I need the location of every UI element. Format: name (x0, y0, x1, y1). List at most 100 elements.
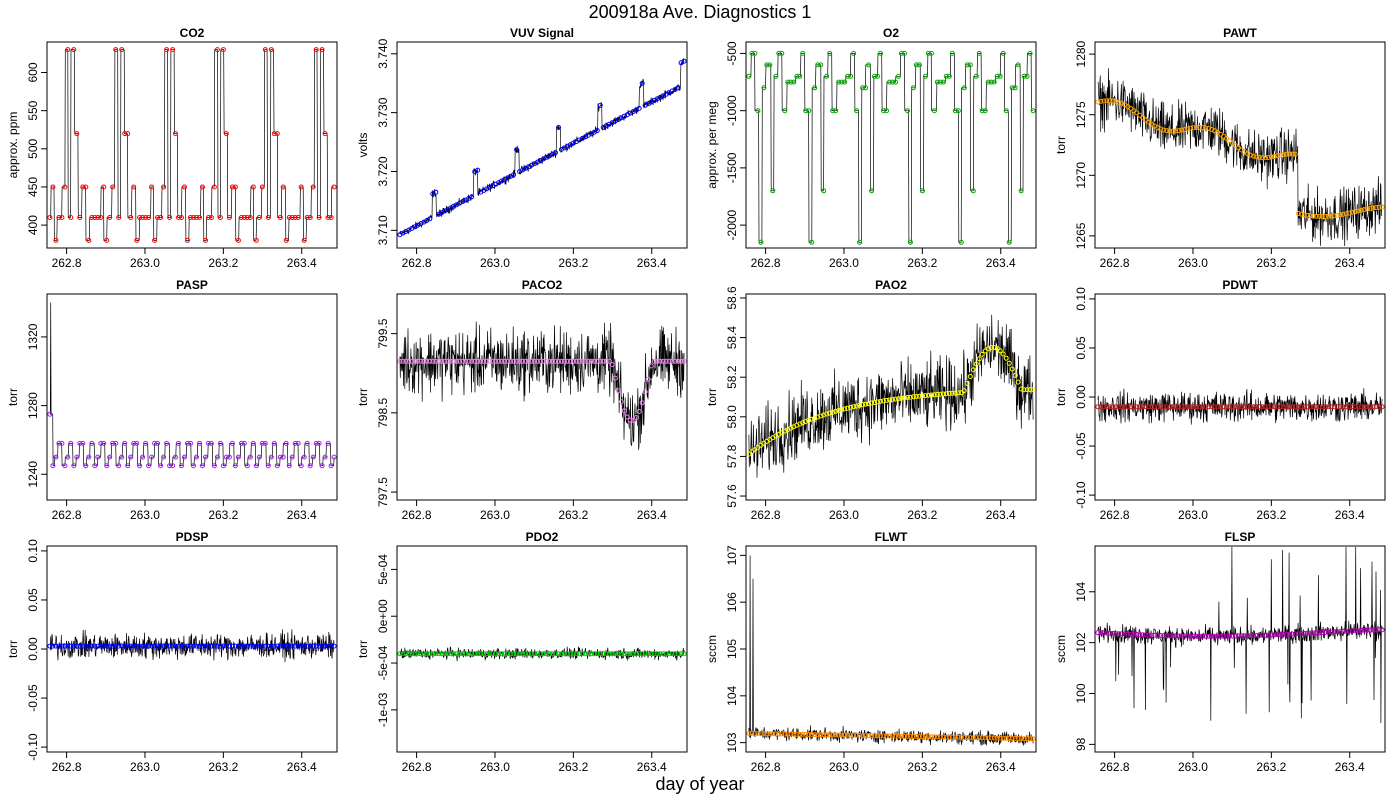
average-point (1197, 124, 1203, 130)
average-point (250, 440, 256, 446)
average-point (1236, 633, 1241, 639)
y-axis-label: torr (356, 640, 370, 658)
average-point (967, 735, 973, 741)
panel-pawt: PAWT 262.8 263.0 263.2 263.4 1265 1270 1275 1280… (1054, 26, 1386, 270)
y-tick-label: 0.10 (1074, 287, 1088, 311)
average-point (654, 651, 660, 657)
average-point (910, 394, 916, 400)
average-point (1259, 155, 1265, 161)
average-point (1191, 125, 1197, 131)
average-point (122, 643, 128, 649)
average-point (65, 454, 71, 460)
x-tick-label: 262.8 (751, 508, 781, 522)
average-point (1203, 404, 1209, 410)
raw-series-line (399, 321, 685, 450)
average-point (95, 643, 101, 649)
y-tick-label: 799.5 (376, 318, 390, 348)
average-point (1364, 404, 1370, 410)
y-tick-label: 0.05 (26, 588, 40, 612)
plot-frame (46, 293, 338, 501)
average-point (409, 651, 415, 657)
average-point (1373, 205, 1379, 211)
x-tick-label: 262.8 (1100, 508, 1130, 522)
y-tick-label: -1500 (725, 152, 739, 183)
average-point (1116, 631, 1122, 637)
average-point (949, 390, 955, 396)
x-tick-label: 263.2 (558, 760, 588, 774)
average-point (988, 79, 994, 85)
y-tick-label: 104 (725, 685, 739, 705)
average-point (475, 167, 481, 173)
average-point (143, 440, 149, 446)
average-point (310, 454, 316, 460)
plot-frame (396, 545, 688, 753)
average-point (896, 396, 901, 402)
average-point (460, 358, 466, 364)
average-point (445, 358, 451, 364)
average-point (1140, 115, 1146, 121)
average-point (1200, 404, 1206, 410)
average-point (809, 239, 815, 245)
average-point (952, 734, 958, 740)
average-point (241, 440, 247, 446)
average-point (758, 239, 764, 245)
average-point (946, 73, 952, 79)
average-point (131, 643, 137, 649)
average-point (785, 79, 791, 85)
average-point (424, 358, 430, 364)
average-point (1030, 108, 1036, 114)
average-point (893, 79, 898, 85)
average-point (1021, 736, 1027, 742)
average-point (508, 651, 514, 657)
average-point (203, 237, 208, 243)
average-point (307, 215, 313, 220)
average-point (59, 215, 65, 220)
average-point (878, 733, 883, 739)
average-point (265, 463, 271, 469)
average-point (211, 643, 217, 649)
average-point (1379, 627, 1385, 633)
average-point (298, 463, 304, 469)
average-point (1215, 633, 1221, 639)
average-point (194, 643, 199, 649)
average-point (875, 733, 880, 739)
average-point (639, 80, 645, 86)
y-tick-label: 1270 (1074, 162, 1088, 189)
average-point (418, 651, 424, 657)
average-point (1012, 85, 1018, 91)
panel-pdo2: PDO2 262.8 263.0 263.2 263.4 -1e-03 -5e-04 0e+0… (356, 530, 688, 774)
average-point (943, 734, 949, 740)
average-point (905, 733, 910, 739)
average-point (893, 733, 898, 739)
average-point (83, 184, 89, 190)
average-point (1367, 404, 1373, 410)
average-point (1209, 633, 1215, 639)
panel-vuv-signal: VUV Signal 262.8 263.0 263.2 263.4 3.710 3.720… (356, 26, 688, 270)
average-point (1361, 207, 1367, 213)
average-point (182, 643, 187, 649)
average-point (1310, 213, 1316, 219)
average-point (651, 358, 657, 364)
average-point (179, 643, 184, 649)
average-point (782, 108, 788, 114)
y-tick-label: 798.5 (376, 398, 390, 428)
average-point (749, 730, 755, 736)
average-point (107, 215, 113, 220)
x-tick-label: 263.4 (986, 508, 1016, 522)
y-tick-label: 57.6 (725, 484, 739, 508)
average-point (1349, 628, 1355, 634)
average-point (827, 410, 833, 416)
panel-title: FLSP (1225, 530, 1256, 544)
average-point (1286, 404, 1292, 410)
average-point (1325, 629, 1331, 635)
average-point (1310, 630, 1316, 636)
average-point (1146, 632, 1152, 638)
average-point (1221, 404, 1226, 410)
average-point (1248, 404, 1253, 410)
average-point (1191, 633, 1197, 639)
plot-frame (46, 41, 338, 249)
average-point (553, 150, 558, 156)
average-point (845, 732, 851, 738)
average-point (636, 409, 642, 414)
average-point (1256, 155, 1262, 160)
